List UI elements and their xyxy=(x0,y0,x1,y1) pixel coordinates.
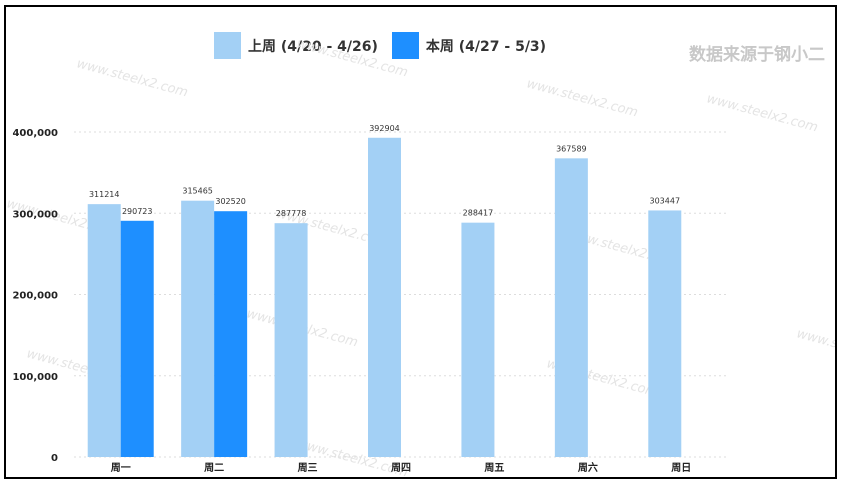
data-label: 287778 xyxy=(276,209,307,218)
legend-swatch-this-week xyxy=(391,32,419,59)
x-tick-label: 周一 xyxy=(111,462,131,474)
bar-this-week[interactable] xyxy=(214,211,248,457)
legend-item-this-week[interactable]: 本周 (4/27 - 5/3) xyxy=(391,32,547,59)
watermark-text: www.steelx2.com xyxy=(75,56,190,100)
legend-label-this-week: 本周 (4/27 - 5/3) xyxy=(425,38,547,55)
y-tick-label: 400,000 xyxy=(12,128,58,139)
bar-last-week[interactable] xyxy=(87,204,121,457)
x-tick-label: 周六 xyxy=(578,461,598,474)
bar-last-week[interactable] xyxy=(554,158,588,458)
watermark-text: www.steelx2.com xyxy=(795,326,835,370)
x-tick-label: 周二 xyxy=(204,462,224,474)
watermark-text: www.steelx2.com xyxy=(705,91,820,135)
legend-label-last-week: 上周 (4/20 - 4/26) xyxy=(248,38,378,55)
y-tick-label: 200,000 xyxy=(12,291,58,302)
legend-swatch-last-week xyxy=(214,32,241,59)
bar-chart: www.steelx2.com www.steelx2.com www.steelx… xyxy=(6,36,835,477)
data-label: 315465 xyxy=(182,187,213,196)
data-label: 302520 xyxy=(215,197,246,206)
bar-this-week[interactable] xyxy=(120,220,154,457)
data-label: 288417 xyxy=(463,209,494,218)
bar-last-week[interactable] xyxy=(368,137,401,457)
x-tick-label: 周日 xyxy=(671,462,691,474)
source-note: 数据来源于钢小二 xyxy=(689,45,825,65)
watermark-text: www.steelx2.com xyxy=(295,36,410,80)
y-tick-label: 0 xyxy=(51,453,58,464)
bar-last-week[interactable] xyxy=(648,210,682,457)
y-tick-label: 300,000 xyxy=(12,209,58,220)
x-tick-label: 周五 xyxy=(484,462,504,474)
data-label: 392904 xyxy=(369,124,400,133)
x-tick-label: 周三 xyxy=(298,462,318,474)
chart-frame: 上周 (4/20 - 4/26) 本周 (4/27 - 5/3) 数据来源于钢小… xyxy=(4,5,837,479)
data-label: 311214 xyxy=(89,190,120,199)
legend-item-last-week[interactable]: 上周 (4/20 - 4/26) xyxy=(214,32,378,59)
bar-last-week[interactable] xyxy=(461,222,495,457)
watermark-text: www.steelx2.com xyxy=(525,76,640,120)
y-tick-label: 100,000 xyxy=(12,372,58,383)
data-label: 290723 xyxy=(122,207,153,216)
data-label: 367589 xyxy=(556,144,587,153)
x-tick-label: 周四 xyxy=(391,462,411,474)
data-label: 303447 xyxy=(650,196,681,205)
bar-last-week[interactable] xyxy=(274,223,308,457)
chart-legend: 上周 (4/20 - 4/26) 本周 (4/27 - 5/3) xyxy=(214,32,560,59)
bar-last-week[interactable] xyxy=(181,200,215,457)
